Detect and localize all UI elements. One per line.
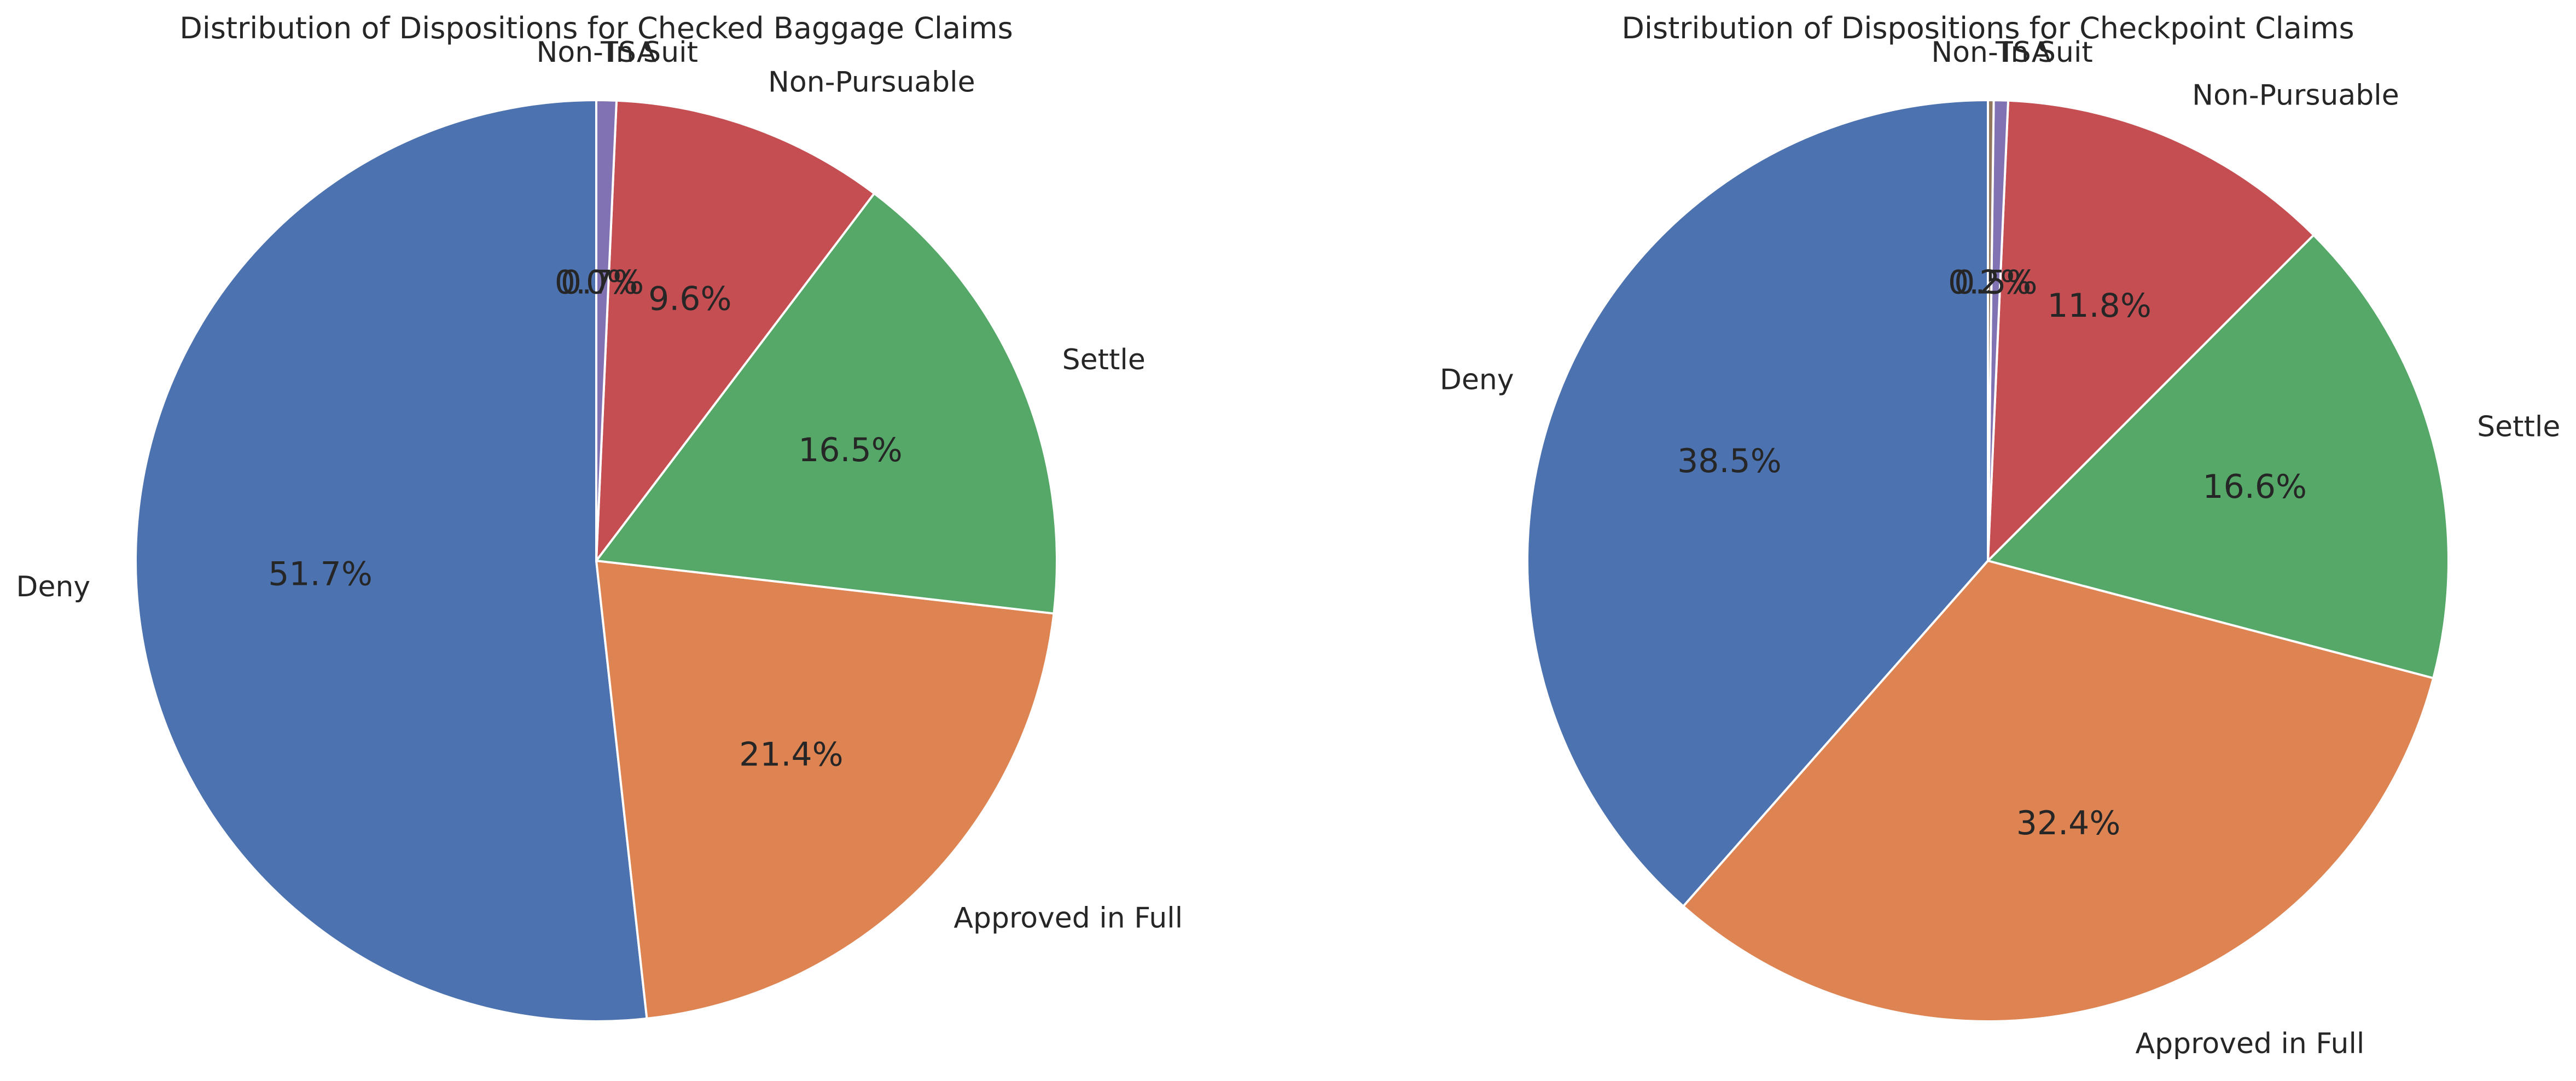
pie-slices	[1526, 98, 2450, 1022]
pct-label-non-tsa: 0.2%	[1948, 263, 2031, 301]
chart-title: Distribution of Dispositions for Checkpo…	[1621, 11, 2354, 45]
pie-slice-settle	[1987, 234, 2450, 679]
pie-slice-approved-in-full	[1682, 560, 2435, 1022]
slice-label-approved-in-full: Approved in Full	[2136, 1027, 2365, 1060]
pie-labels: Deny 51.7% Approved in Full 21.4% Settle 16.5…	[16, 36, 1183, 935]
slice-label-non-pursuable: Non-Pursuable	[768, 66, 975, 99]
pct-label-in-suit: 0.7%	[561, 264, 644, 302]
pie-slice-deny	[1526, 99, 1989, 908]
pie-slice-non-pursuable	[595, 99, 876, 562]
pie-slice-approved-in-full	[595, 560, 1055, 1020]
pct-label-deny: 38.5%	[1677, 442, 1782, 480]
chart-title: Distribution of Dispositions for Checked…	[179, 11, 1013, 45]
pie-slices	[134, 99, 1058, 1022]
slice-label-deny: Deny	[16, 571, 90, 603]
pct-label-non-pursuable: 9.6%	[648, 280, 731, 318]
pct-label-settle: 16.6%	[2202, 468, 2307, 506]
pct-label-settle: 16.5%	[798, 431, 903, 469]
pie-labels: Deny 38.5% Approved in Full 32.4% Settle 16.6…	[1440, 36, 2561, 1060]
slice-label-in-suit: In Suit	[2002, 36, 2093, 69]
pct-label-deny: 51.7%	[268, 555, 373, 593]
slice-label-settle: Settle	[2477, 410, 2560, 443]
slice-label-in-suit: In Suit	[607, 36, 698, 69]
slice-label-settle: Settle	[1062, 344, 1145, 376]
pie-chart-checkpoint: Distribution of Dispositions for Checkpo…	[1440, 11, 2561, 1060]
slice-label-non-tsa: Non-TSA	[1931, 36, 2051, 69]
slice-label-approved-in-full: Approved in Full	[953, 902, 1183, 934]
pie-slice-settle	[595, 192, 1058, 615]
slice-label-deny: Deny	[1440, 364, 1514, 397]
pie-slice-non-tsa	[1987, 98, 1995, 562]
slice-label-non-tsa: Non-TSA	[537, 36, 656, 69]
slice-label-non-pursuable: Non-Pursuable	[2192, 79, 2399, 112]
pie-chart-checked-baggage: Distribution of Dispositions for Checked…	[16, 11, 1183, 1022]
pct-label-approved-in-full: 32.4%	[2016, 804, 2121, 842]
pie-slice-deny	[134, 99, 648, 1022]
pct-label-in-suit: 0.5%	[1954, 264, 2037, 302]
pie-slice-non-pursuable	[1987, 99, 2315, 562]
pct-label-approved-in-full: 21.4%	[739, 736, 844, 774]
pct-label-non-tsa: 0.0%	[555, 263, 638, 301]
pct-label-non-pursuable: 11.8%	[2047, 287, 2151, 325]
pie-slice-in-suit	[595, 99, 618, 562]
